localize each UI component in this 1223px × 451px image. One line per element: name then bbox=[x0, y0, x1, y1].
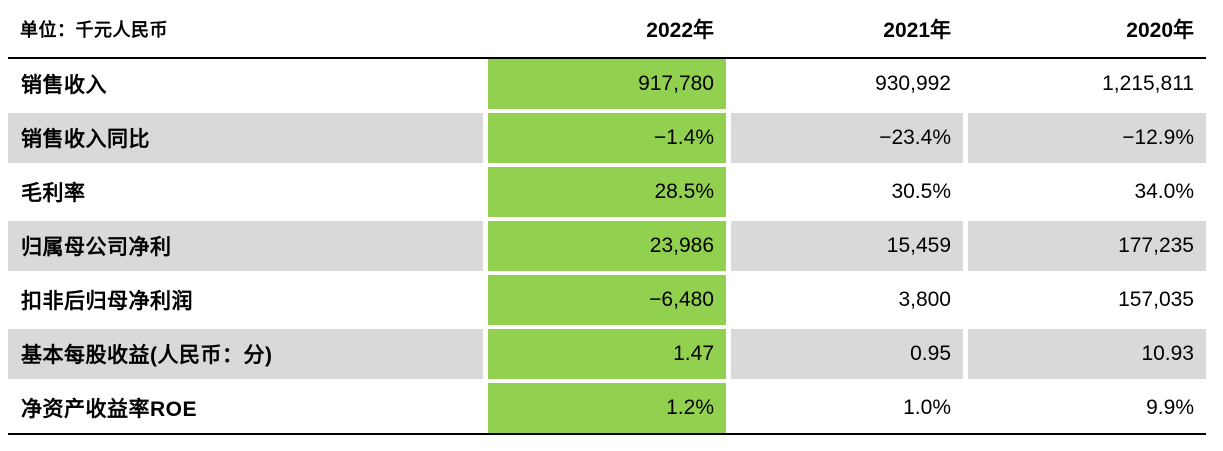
cell-2020: −12.9% bbox=[968, 113, 1206, 163]
cell-2021: 0.95 bbox=[731, 329, 963, 379]
cell-2022: 1.47 bbox=[488, 329, 726, 379]
cell-2022: −1.4% bbox=[488, 113, 726, 163]
table-row: 基本每股收益(人民币：分) 1.47 0.95 10.93 bbox=[8, 329, 1206, 379]
table-row: 毛利率 28.5% 30.5% 34.0% bbox=[8, 167, 1206, 217]
table-row: 净资产收益率ROE 1.2% 1.0% 9.9% bbox=[8, 383, 1206, 433]
row-label: 销售收入同比 bbox=[8, 113, 483, 163]
table-row: 销售收入同比 −1.4% −23.4% −12.9% bbox=[8, 113, 1206, 163]
table-row: 扣非后归母净利润 −6,480 3,800 157,035 bbox=[8, 275, 1206, 325]
row-label: 扣非后归母净利润 bbox=[8, 275, 483, 325]
row-label: 净资产收益率ROE bbox=[8, 383, 483, 433]
financial-table: 单位：千元人民币 2022年 2021年 2020年 销售收入 917,780 … bbox=[8, 0, 1206, 435]
row-label: 毛利率 bbox=[8, 167, 483, 217]
row-label: 归属母公司净利 bbox=[8, 221, 483, 271]
cell-2020: 1,215,811 bbox=[968, 59, 1206, 109]
year-header-2021: 2021年 bbox=[883, 18, 951, 42]
row-label: 基本每股收益(人民币：分) bbox=[8, 329, 483, 379]
cell-2020: 34.0% bbox=[968, 167, 1206, 217]
cell-2022: 28.5% bbox=[488, 167, 726, 217]
table-row: 归属母公司净利 23,986 15,459 177,235 bbox=[8, 221, 1206, 271]
cell-2021: 3,800 bbox=[731, 275, 963, 325]
year-header-2022: 2022年 bbox=[646, 18, 714, 42]
cell-2022: 917,780 bbox=[488, 59, 726, 109]
row-label: 销售收入 bbox=[8, 59, 483, 109]
cell-2021: 15,459 bbox=[731, 221, 963, 271]
cell-2021: 1.0% bbox=[731, 383, 963, 433]
cell-2020: 177,235 bbox=[968, 221, 1206, 271]
cell-2021: 30.5% bbox=[731, 167, 963, 217]
cell-2021: −23.4% bbox=[731, 113, 963, 163]
table-row: 销售收入 917,780 930,992 1,215,811 bbox=[8, 59, 1206, 109]
table-header-row: 单位：千元人民币 2022年 2021年 2020年 bbox=[8, 0, 1206, 57]
cell-2022: 1.2% bbox=[488, 383, 726, 433]
unit-label: 单位：千元人民币 bbox=[20, 19, 168, 40]
cell-2020: 157,035 bbox=[968, 275, 1206, 325]
table-body: 销售收入 917,780 930,992 1,215,811 销售收入同比 −1… bbox=[8, 57, 1206, 435]
cell-2022: −6,480 bbox=[488, 275, 726, 325]
year-header-2020: 2020年 bbox=[1126, 18, 1194, 42]
cell-2020: 9.9% bbox=[968, 383, 1206, 433]
cell-2022: 23,986 bbox=[488, 221, 726, 271]
cell-2020: 10.93 bbox=[968, 329, 1206, 379]
cell-2021: 930,992 bbox=[731, 59, 963, 109]
